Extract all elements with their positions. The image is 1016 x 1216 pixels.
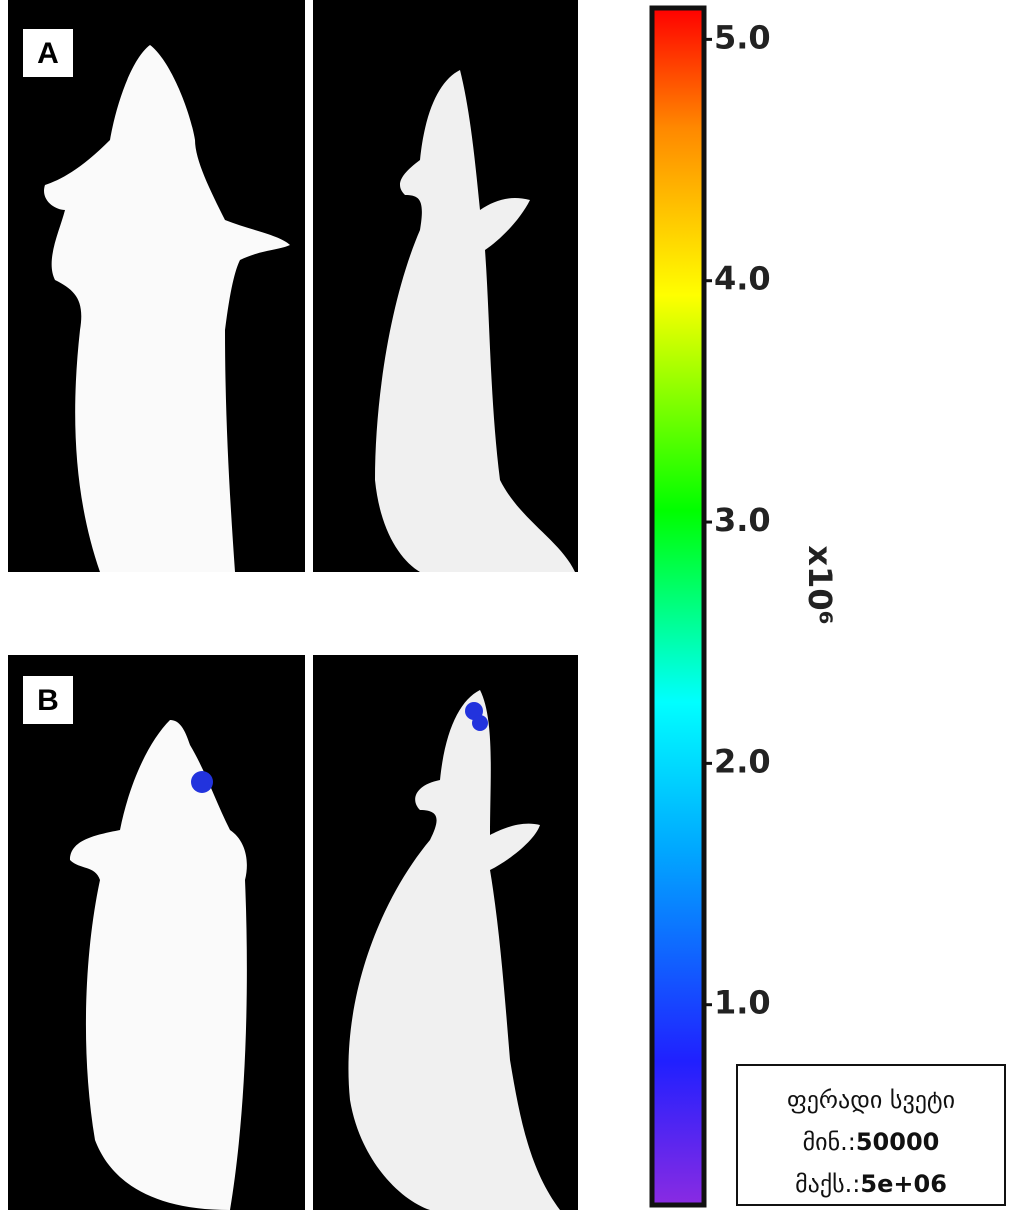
legend-box	[736, 1064, 1006, 1206]
tick-label: 1.0	[714, 984, 771, 1022]
signal-spot	[472, 715, 488, 731]
panel-label-box	[21, 27, 75, 79]
colorbar	[649, 5, 707, 1208]
legend-max-value: 5e+06	[860, 1170, 946, 1198]
signal-spot	[191, 771, 213, 793]
legend-min: მინ.:50000	[803, 1128, 940, 1156]
legend-title: ფერადი სვეტი	[787, 1086, 955, 1114]
legend-max-label: მაქს.:	[795, 1170, 860, 1198]
legend-max: მაქს.:5e+06	[795, 1170, 947, 1198]
mouse	[348, 690, 560, 1210]
legend-min-label: მინ.:	[803, 1128, 856, 1156]
panel-b: B	[8, 655, 578, 1210]
legend-min-value: 50000	[856, 1128, 940, 1156]
panel-a: A	[8, 0, 578, 572]
tick-label: 3.0	[714, 501, 771, 539]
tick-label: 5.0	[714, 18, 771, 56]
mouse	[375, 70, 575, 572]
panel-label-box	[21, 674, 75, 726]
colorbar-unit: x10⁶	[801, 545, 839, 624]
panel-label: A	[37, 37, 59, 70]
mouse	[44, 45, 290, 572]
mouse	[70, 720, 247, 1210]
tick-label: 4.0	[714, 260, 771, 298]
panel-label: B	[37, 684, 59, 717]
tick-label: 2.0	[714, 742, 771, 780]
